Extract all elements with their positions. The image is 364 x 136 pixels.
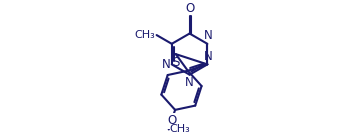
Text: N: N	[185, 76, 194, 89]
Text: O: O	[185, 2, 194, 15]
Text: N: N	[162, 58, 170, 71]
Text: N: N	[204, 29, 213, 42]
Text: CH₃: CH₃	[170, 124, 190, 135]
Text: S: S	[172, 56, 179, 69]
Text: O: O	[167, 114, 176, 127]
Text: CH₃: CH₃	[135, 30, 155, 40]
Text: N: N	[204, 50, 213, 63]
